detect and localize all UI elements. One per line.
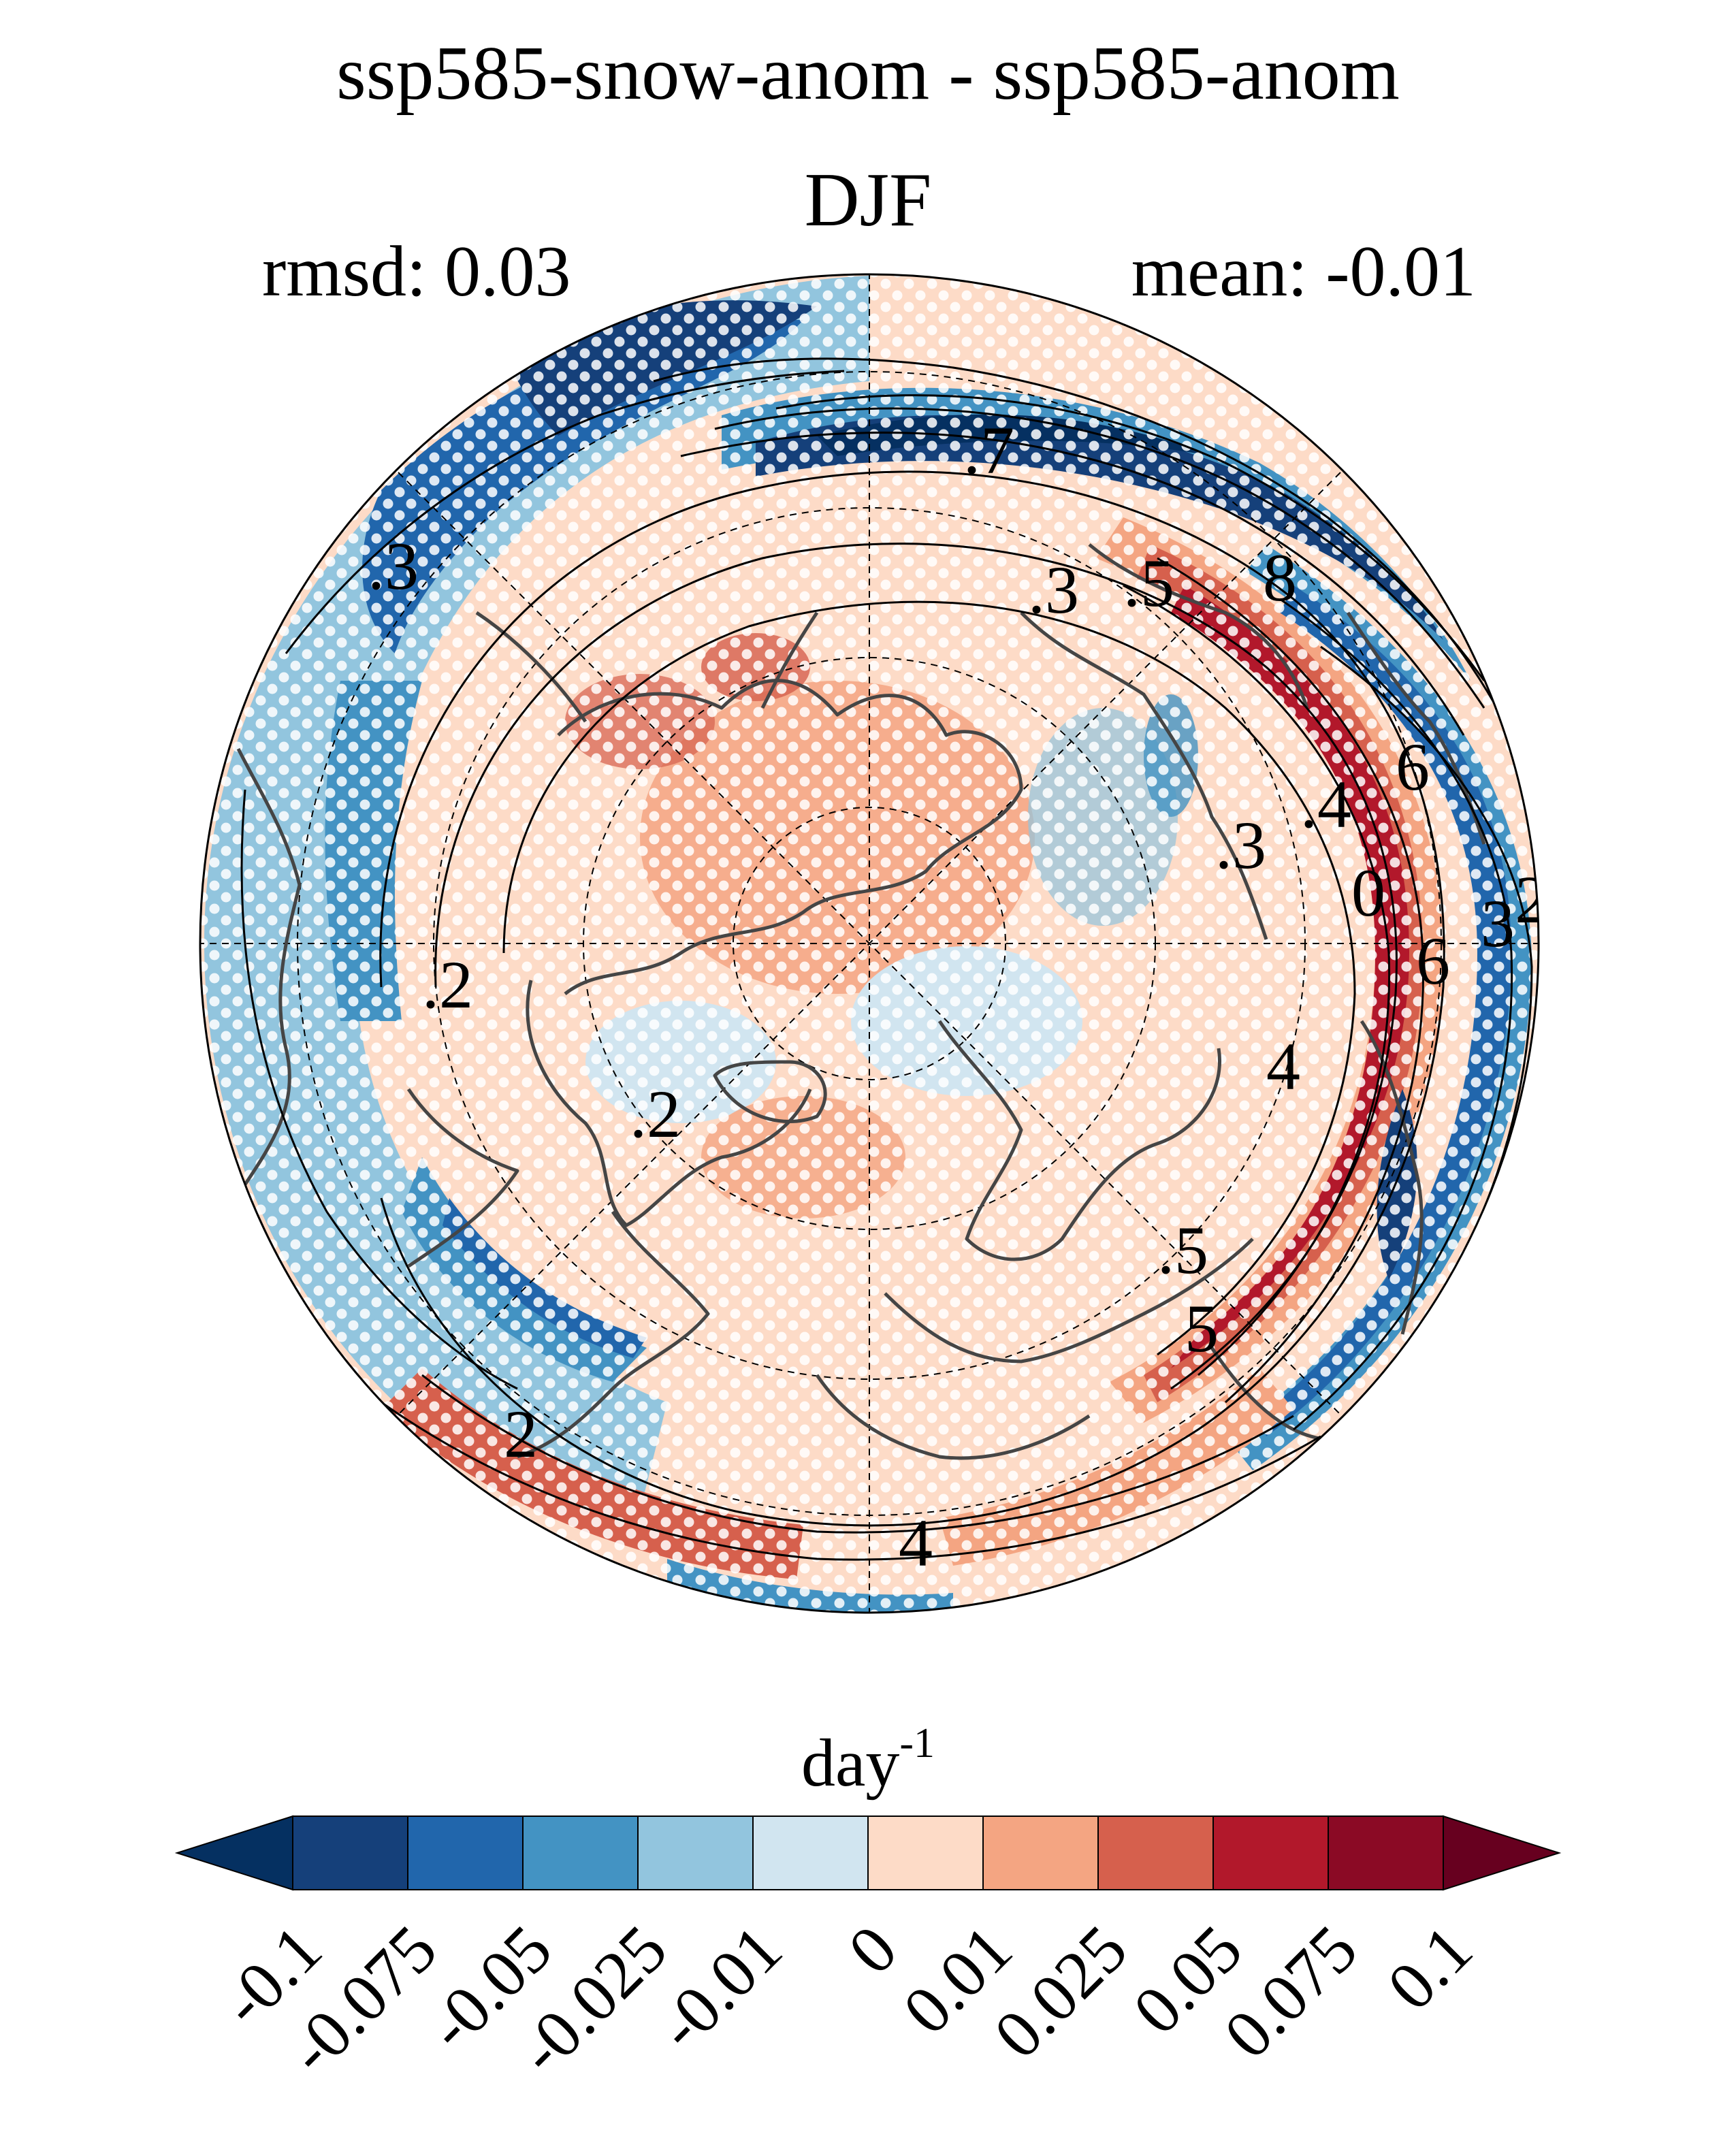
coastline bbox=[236, 747, 302, 1186]
contour-label: 4 bbox=[1266, 1029, 1300, 1104]
coastline bbox=[526, 980, 812, 1227]
contour-line bbox=[714, 407, 1485, 709]
coastline bbox=[937, 1020, 1221, 1261]
contour-line bbox=[1157, 557, 1425, 1404]
colorbar-tick-label: -0.01 bbox=[643, 1911, 797, 2065]
colorbar-swatch bbox=[1212, 1816, 1329, 1890]
contour-line bbox=[434, 543, 1398, 1390]
colorbar-swatch bbox=[522, 1816, 639, 1890]
season-label: DJF bbox=[804, 158, 932, 242]
contour-label: .7 bbox=[963, 413, 1014, 488]
contour-label: 2 bbox=[1515, 862, 1549, 937]
unit-exponent: -1 bbox=[899, 1720, 935, 1766]
contour-line bbox=[502, 600, 1356, 1356]
coastline bbox=[557, 679, 1023, 995]
mean-label: mean: -0.01 bbox=[1131, 231, 1476, 311]
coastline bbox=[517, 1210, 710, 1459]
coastline bbox=[1020, 611, 1268, 940]
coastline bbox=[713, 1060, 827, 1123]
contour-label: .5 bbox=[1123, 545, 1174, 621]
colorbar-swatch bbox=[752, 1816, 869, 1890]
colorbar-tick-labels: -0.1-0.075-0.05-0.025-0.01 00.010.0250.05… bbox=[206, 1911, 1486, 2088]
unit-base: day bbox=[801, 1725, 900, 1801]
colorbar-swatch bbox=[1328, 1816, 1444, 1890]
graticule bbox=[200, 274, 1539, 1613]
contour-line bbox=[1279, 598, 1513, 1431]
contour-label: 8 bbox=[1263, 540, 1297, 615]
latitude-circle bbox=[733, 807, 1006, 1080]
contour-label: .2 bbox=[630, 1076, 681, 1152]
contour-line bbox=[1123, 584, 1391, 1376]
contour-label: 0 bbox=[1351, 855, 1385, 931]
colorbar-swatch bbox=[407, 1816, 524, 1890]
contour-label: .5 bbox=[1157, 1212, 1208, 1288]
contour-label: 6 bbox=[1396, 729, 1430, 805]
contour-labels: .7 .3 .5 8 .3 6 .4 0 2 3 6 4 5 .3 .2 .2 … bbox=[368, 413, 1549, 1581]
colorbar-extend-min bbox=[174, 1815, 293, 1891]
colorbar-swatch bbox=[982, 1816, 1099, 1890]
colorbar-tick-label: 0.025 bbox=[980, 1911, 1142, 2073]
coastlines bbox=[236, 543, 1486, 1460]
contour-label: .2 bbox=[422, 947, 473, 1022]
coastline bbox=[1360, 1020, 1424, 1335]
contour-line bbox=[285, 370, 845, 654]
contour-line bbox=[421, 1374, 1294, 1534]
colorbar-tick-label: 0.1 bbox=[1373, 1911, 1487, 2024]
contour-label: 5 bbox=[1185, 1291, 1219, 1366]
contour-line bbox=[240, 789, 518, 1390]
contour-label: 6 bbox=[1416, 923, 1450, 999]
contour-line bbox=[680, 432, 1465, 736]
contour-label: .3 bbox=[1215, 807, 1266, 883]
colorbar-tick-label: 0.075 bbox=[1210, 1911, 1372, 2073]
rmsd-label: rmsd: 0.03 bbox=[262, 231, 571, 311]
contour-label: 2 bbox=[504, 1396, 538, 1472]
contour-line bbox=[653, 357, 1513, 736]
meridian-line bbox=[398, 472, 1341, 1415]
colorbar-swatch bbox=[292, 1816, 408, 1890]
map-boundary bbox=[199, 273, 1540, 1614]
colorbar-swatch bbox=[637, 1816, 754, 1890]
contour-line bbox=[379, 470, 1445, 1527]
coastline bbox=[815, 1374, 1091, 1460]
coastline bbox=[760, 611, 819, 709]
coastline bbox=[475, 611, 588, 723]
contour-line bbox=[381, 1401, 1321, 1561]
contour-label: .3 bbox=[1028, 552, 1079, 628]
plot-title: ssp585-snow-anom - ssp585-anom bbox=[336, 31, 1400, 116]
contour-label: 4 bbox=[899, 1505, 933, 1581]
colorbar: -0.1-0.075-0.05-0.025-0.01 00.010.0250.05… bbox=[174, 1815, 1562, 2088]
contour-label: 3 bbox=[1481, 886, 1515, 961]
contour-lines bbox=[240, 357, 1533, 1561]
colorbar-extend-max bbox=[1443, 1815, 1562, 1891]
coastline bbox=[1088, 543, 1309, 709]
colorbar-swatch bbox=[1097, 1816, 1214, 1890]
contour-line bbox=[775, 394, 1485, 681]
contour-label: .3 bbox=[368, 528, 419, 604]
coastline bbox=[406, 1088, 519, 1268]
colorbar-swatches bbox=[174, 1815, 1562, 1891]
coastline bbox=[884, 1238, 1254, 1363]
colorbar-swatch bbox=[867, 1816, 984, 1890]
anomaly-field: .7 .3 .5 8 .3 6 .4 0 2 3 6 4 5 .3 .2 .2 … bbox=[200, 274, 1549, 1613]
polar-map: .7 .3 .5 8 .3 6 .4 0 2 3 6 4 5 .3 .2 .2 … bbox=[199, 273, 1549, 1614]
colorbar-unit-label: day-1 bbox=[0, 1722, 1736, 1797]
colorbar-tick-label: 0 bbox=[834, 1911, 912, 1988]
contour-label: .4 bbox=[1300, 767, 1351, 842]
